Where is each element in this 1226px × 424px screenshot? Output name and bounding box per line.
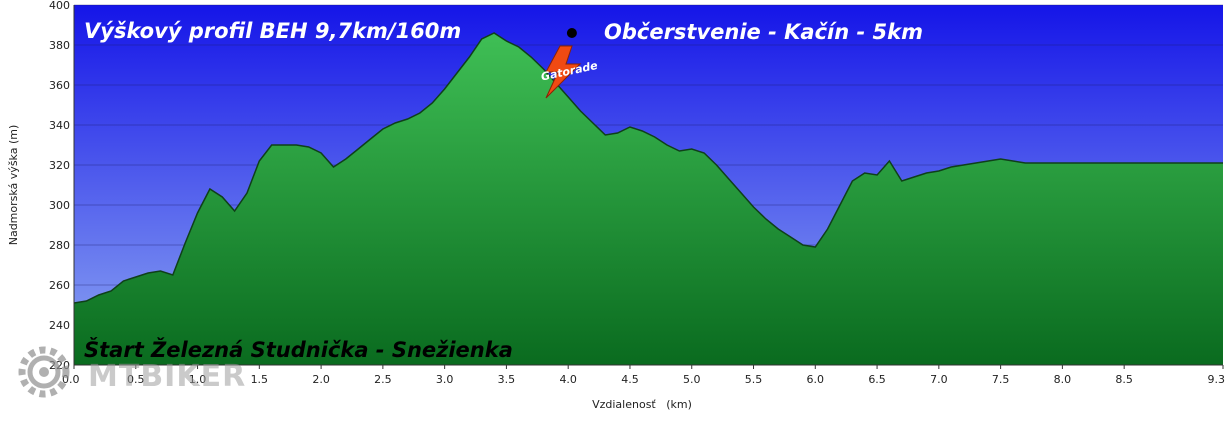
elevation-line	[74, 32, 1223, 304]
x-tick-label: 5.0	[683, 373, 701, 386]
x-tick-label: 0.5	[127, 373, 145, 386]
chart-title: Výškový profil BEH 9,7km/160m	[84, 19, 461, 43]
y-tick-label: 380	[49, 39, 70, 52]
start-label: Štart Železná Studnička - Snežienka	[84, 337, 513, 362]
x-tick-label: 7.5	[992, 373, 1010, 386]
gear-icon	[18, 346, 70, 398]
x-tick-label: 4.0	[559, 373, 577, 386]
x-axis-label: Vzdialenosť (km)	[592, 398, 692, 411]
y-tick-label: 240	[49, 319, 70, 332]
y-tick-label: 360	[49, 79, 70, 92]
y-tick-label: 340	[49, 119, 70, 132]
y-tick-label: 280	[49, 239, 70, 252]
refreshment-label: Občerstvenie - Kačín - 5km	[604, 20, 923, 44]
y-tick-label: 320	[49, 159, 70, 172]
x-tick-label: 3.5	[498, 373, 516, 386]
x-tick-label: 1.0	[189, 373, 207, 386]
y-axis-label: Nadmorská výška (m)	[7, 125, 20, 246]
y-tick-label: 300	[49, 199, 70, 212]
mtbiker-watermark: MTBIKER	[18, 346, 246, 398]
x-tick-label: 2.0	[312, 373, 330, 386]
elevation-area	[74, 33, 1223, 365]
x-tick-label: 1.5	[251, 373, 269, 386]
x-tick-label: 9.3	[1208, 373, 1226, 386]
x-tick-label: 6.5	[868, 373, 886, 386]
watermark-text: MTBIKER	[88, 359, 246, 394]
x-tick-label: 7.0	[930, 373, 948, 386]
x-tick-label: 3.0	[436, 373, 454, 386]
x-tick-label: 5.5	[745, 373, 763, 386]
x-tick-label: 4.5	[621, 373, 639, 386]
x-tick-label: 8.0	[1054, 373, 1072, 386]
y-tick-label: 260	[49, 279, 70, 292]
x-tick-label: 6.0	[807, 373, 825, 386]
y-tick-label: 400	[49, 0, 70, 12]
refreshment-marker	[566, 28, 577, 38]
x-tick-label: 8.5	[1115, 373, 1133, 386]
x-tick-label: 2.5	[374, 373, 392, 386]
